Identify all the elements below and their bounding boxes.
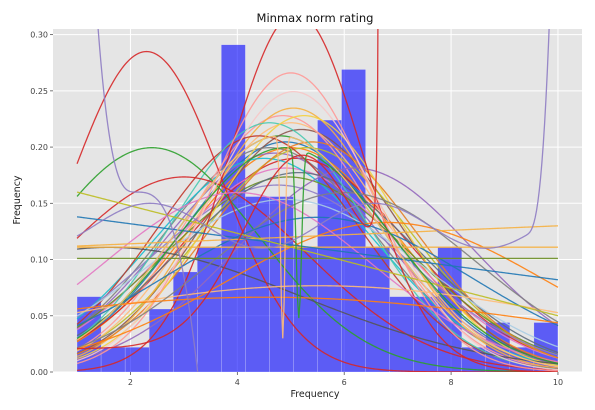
- fitted-curve: [77, 225, 558, 247]
- fitted-curve: [76, 216, 559, 327]
- y-tick-label: 0.15: [30, 199, 48, 208]
- y-axis-label: Frequency: [12, 175, 23, 224]
- fitted-curves: [76, 29, 559, 372]
- histogram-bars: [76, 44, 559, 373]
- fitted-curve: [76, 50, 558, 372]
- x-tick-label: 4: [235, 378, 240, 387]
- histogram-bar: [317, 119, 342, 373]
- x-tick-label: 6: [342, 378, 347, 387]
- histogram-bar: [341, 69, 366, 373]
- histogram-bar: [197, 246, 222, 373]
- fitted-curve: [76, 176, 558, 371]
- fitted-curve: [76, 285, 559, 314]
- x-axis-ticks: 2 4 6 8 10: [128, 372, 563, 387]
- histogram-bar: [389, 296, 414, 373]
- y-axis-ticks: 0.00 0.05 0.10 0.15 0.20 0.25 0.30: [30, 31, 53, 377]
- fitted-curve: [76, 90, 559, 371]
- fitted-curve: [76, 147, 559, 363]
- histogram-bar: [293, 246, 318, 373]
- x-tick-label: 8: [449, 378, 454, 387]
- fitted-curve: [97, 29, 199, 372]
- y-tick-label: 0.00: [30, 368, 48, 377]
- histogram-bar: [413, 296, 438, 373]
- fitted-curve: [76, 29, 558, 372]
- fitted-curve: [76, 135, 559, 370]
- fitted-curve: [76, 216, 559, 281]
- x-tick-label: 2: [128, 378, 133, 387]
- fitted-curve: [76, 147, 559, 364]
- x-axis-label: Frequency: [290, 389, 339, 400]
- fitted-curve: [76, 191, 559, 349]
- chart-title: Minmax norm rating: [257, 11, 374, 25]
- fitted-curve: [76, 135, 559, 368]
- fitted-curve: [76, 167, 559, 361]
- x-tick-label: 10: [553, 378, 563, 387]
- fitted-curve: [76, 29, 550, 249]
- y-tick-label: 0.25: [30, 87, 48, 96]
- y-tick-label: 0.10: [30, 256, 48, 265]
- y-tick-label: 0.30: [30, 31, 48, 40]
- fitted-curve: [76, 107, 559, 369]
- fitted-curve: [76, 147, 559, 359]
- fitted-curve: [76, 114, 559, 370]
- fitted-curve: [76, 296, 559, 324]
- fitted-curve: [76, 72, 558, 372]
- fitted-curve: [76, 191, 559, 317]
- fitted-curve: [77, 29, 379, 350]
- y-tick-label: 0.05: [30, 312, 48, 321]
- fitted-curve: [76, 147, 558, 372]
- y-tick-label: 0.20: [30, 143, 48, 152]
